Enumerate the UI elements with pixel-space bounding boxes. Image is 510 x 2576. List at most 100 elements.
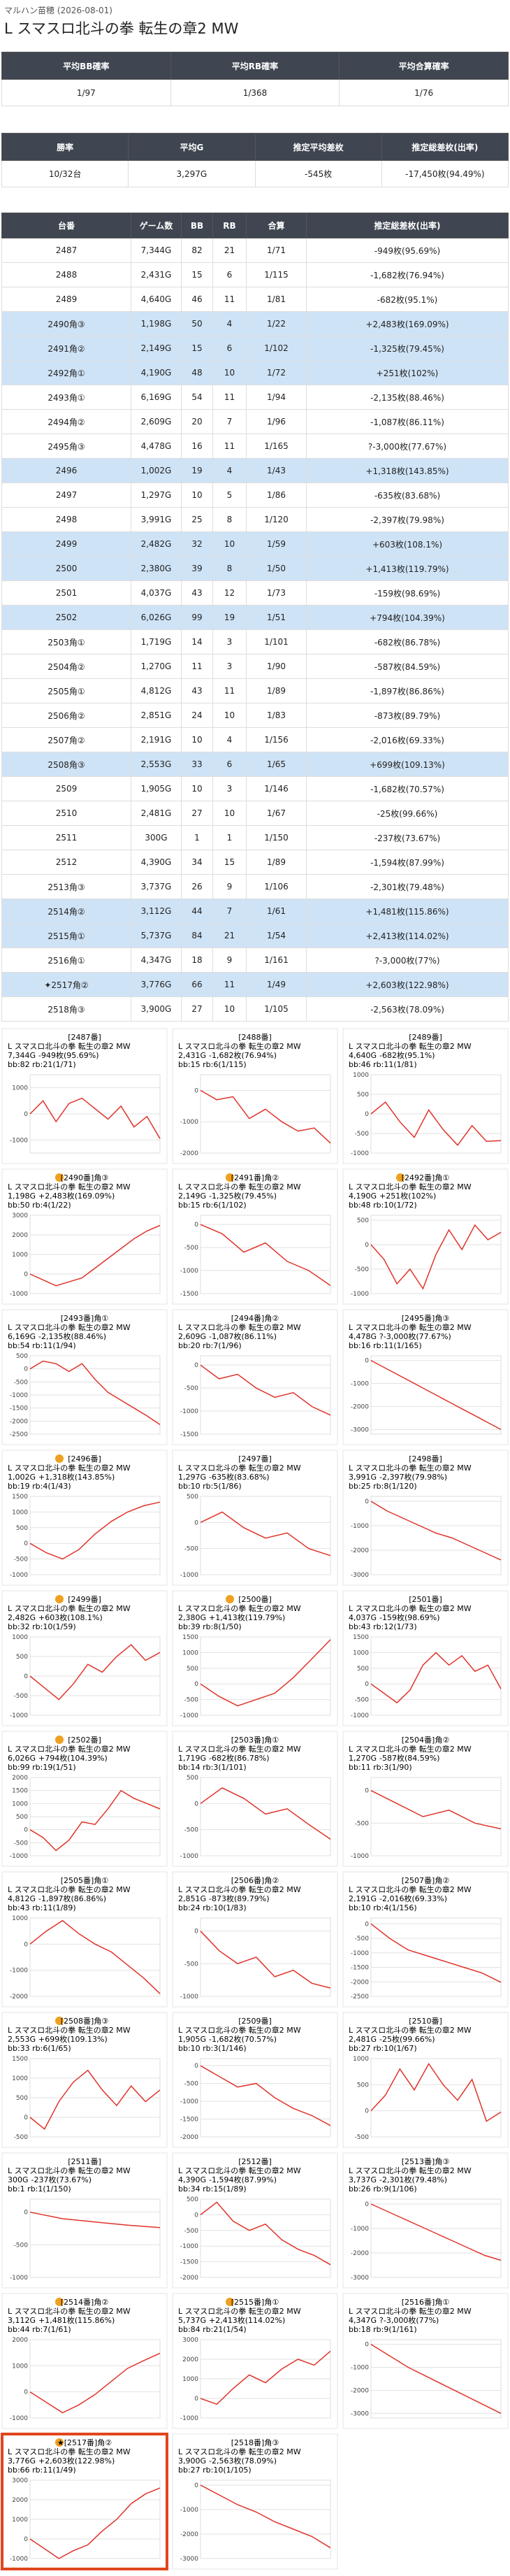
diff: +1,318枚(143.85%) bbox=[38, 1472, 115, 1482]
td: 1/71 bbox=[246, 238, 307, 263]
diff: -682枚(86.78%) bbox=[209, 1753, 270, 1763]
y-tick-label: 500 bbox=[187, 1775, 198, 1782]
card-summary: 5,737G +2,413枚(114.02%) bbox=[178, 2315, 285, 2325]
td: 1/106 bbox=[246, 874, 307, 899]
y-tick-label: -1000 bbox=[180, 1572, 198, 1579]
line bbox=[200, 2201, 331, 2266]
td: 10 bbox=[212, 360, 247, 385]
thumb-icon bbox=[55, 2438, 64, 2447]
y-tick-label: 500 bbox=[187, 1666, 198, 1673]
td: -682枚(86.78%) bbox=[306, 629, 509, 654]
card-stats: bb:32 rb:10(1/59) bbox=[8, 1622, 76, 1631]
card-summary: 2,149G -1,325枚(79.45%) bbox=[178, 1191, 277, 1201]
table-row: 2511 300G 1 1 1/150 -237枚(73.67%) bbox=[1, 825, 509, 850]
td: 5 bbox=[212, 482, 247, 508]
card: [2496番]L スマスロ北斗の拳 転生の章2 MW1,002G +1,318枚(… bbox=[1, 1450, 168, 1586]
diff: -237枚(73.67%) bbox=[31, 2175, 92, 2184]
td: 2,553G bbox=[131, 752, 182, 777]
y-tick-label: 0 bbox=[365, 2201, 369, 2208]
td: 15 bbox=[181, 336, 213, 361]
games: 3,112G bbox=[8, 2316, 36, 2325]
y-tick-label: -1000 bbox=[10, 1572, 28, 1579]
card-model: L スマスロ北斗の拳 転生の章2 MW bbox=[349, 1744, 472, 1754]
y-tick-label: 1000 bbox=[12, 2517, 28, 2524]
thumb-icon bbox=[55, 2017, 64, 2025]
card-label: [2507番]角② bbox=[402, 1876, 450, 1885]
card-label: [2488番] bbox=[238, 1033, 272, 1042]
td: 4,037G bbox=[131, 580, 182, 606]
td: 66 bbox=[181, 972, 213, 997]
card-stats: bb:82 rb:21(1/71) bbox=[8, 1060, 76, 1069]
games: 4,478G bbox=[349, 1332, 377, 1341]
y-tick-label: 2000 bbox=[12, 2497, 28, 2504]
line bbox=[370, 2203, 502, 2261]
y-tick-label: 0 bbox=[194, 1519, 198, 1526]
y-tick-label: 1000 bbox=[12, 2075, 28, 2082]
th: 平均RB確率 bbox=[170, 52, 340, 80]
td: 43 bbox=[181, 580, 213, 606]
card-stats: bb:19 rb:4(1/43) bbox=[8, 1482, 71, 1491]
card-summary: 2,609G -1,087枚(86.11%) bbox=[178, 1331, 277, 1341]
y-tick-label: -500 bbox=[184, 2081, 199, 2088]
td: 54 bbox=[181, 385, 213, 410]
card-stats: bb:26 rb:9(1/106) bbox=[349, 2184, 417, 2194]
games: 1,719G bbox=[178, 1754, 206, 1763]
card-summary: 2,553G +699枚(109.13%) bbox=[8, 2034, 108, 2044]
td: -159枚(98.69%) bbox=[306, 580, 509, 606]
td: 11 bbox=[212, 972, 247, 997]
card-label: [2514番]角② bbox=[61, 2298, 109, 2307]
games: 3,991G bbox=[349, 1473, 377, 1482]
y-tick-label: 500 bbox=[16, 1814, 28, 1821]
diff: -25枚(99.66%) bbox=[379, 2034, 435, 2044]
card-model: L スマスロ北斗の拳 転生の章2 MW bbox=[349, 1322, 472, 1332]
y-tick-label: -2000 bbox=[351, 1979, 369, 1986]
y-tick-label: 0 bbox=[365, 2108, 369, 2115]
line bbox=[200, 1224, 331, 1287]
td: 4,347G bbox=[131, 947, 182, 973]
td: 4,640G bbox=[131, 287, 182, 312]
card-summary: 4,390G -1,594枚(87.99%) bbox=[178, 2175, 277, 2184]
card-stats: bb:39 rb:8(1/50) bbox=[178, 1622, 242, 1631]
card-stats: bb:54 rb:11(1/94) bbox=[8, 1341, 76, 1350]
td: 10 bbox=[212, 801, 247, 826]
card-summary: 3,991G -2,397枚(79.98%) bbox=[349, 1472, 447, 1482]
td: 1/43 bbox=[246, 458, 307, 483]
card-frame bbox=[172, 1450, 338, 1586]
card-stats: bb:84 rb:21(1/54) bbox=[178, 2325, 247, 2334]
card-model: L スマスロ北斗の拳 転生の章2 MW bbox=[349, 2025, 472, 2035]
diff: -949枚(95.69%) bbox=[38, 1050, 99, 1060]
y-tick-label: -2000 bbox=[10, 1994, 28, 2001]
y-tick-label: -2500 bbox=[351, 1994, 369, 2001]
td: 3 bbox=[212, 654, 247, 679]
y-tick-label: -1000 bbox=[180, 2098, 198, 2105]
games: 300G bbox=[8, 2175, 29, 2184]
td: 3,991G bbox=[131, 507, 182, 532]
td: 9 bbox=[212, 874, 247, 899]
diff: -1,682枚(70.57%) bbox=[209, 2034, 277, 2044]
card-stats: bb:11 rb:3(1/90) bbox=[349, 1763, 412, 1772]
td: 2505角① bbox=[1, 678, 131, 703]
td: 3,112G bbox=[131, 899, 182, 924]
card-summary: 6,026G +794枚(104.39%) bbox=[8, 1753, 108, 1763]
td: 2513角③ bbox=[1, 874, 131, 899]
line bbox=[200, 1787, 331, 1840]
y-tick-label: -1500 bbox=[10, 1405, 28, 1412]
table-row: 2491角② 2,149G 15 6 1/102 -1,325枚(79.45%) bbox=[1, 336, 509, 361]
card-frame bbox=[1, 1871, 168, 2008]
card-frame bbox=[1, 1590, 168, 1726]
card-frame bbox=[1, 2012, 168, 2148]
games: 4,037G bbox=[349, 1613, 377, 1622]
card-label: [2518番]角③ bbox=[231, 2438, 279, 2447]
td: ?-3,000枚(77%) bbox=[306, 947, 509, 973]
td: +794枚(104.39%) bbox=[306, 605, 509, 630]
td: 1/97 bbox=[1, 79, 171, 106]
td: 11 bbox=[212, 287, 247, 312]
card-model: L スマスロ北斗の拳 転生の章2 MW bbox=[178, 2306, 301, 2316]
diff: -1,325枚(79.45%) bbox=[209, 1191, 277, 1201]
card-frame bbox=[172, 1028, 338, 1164]
line bbox=[29, 1644, 161, 1701]
y-tick-label: 1000 bbox=[182, 1650, 198, 1656]
y-tick-label: 0 bbox=[24, 1111, 28, 1118]
card-label: [2487番] bbox=[68, 1033, 101, 1042]
